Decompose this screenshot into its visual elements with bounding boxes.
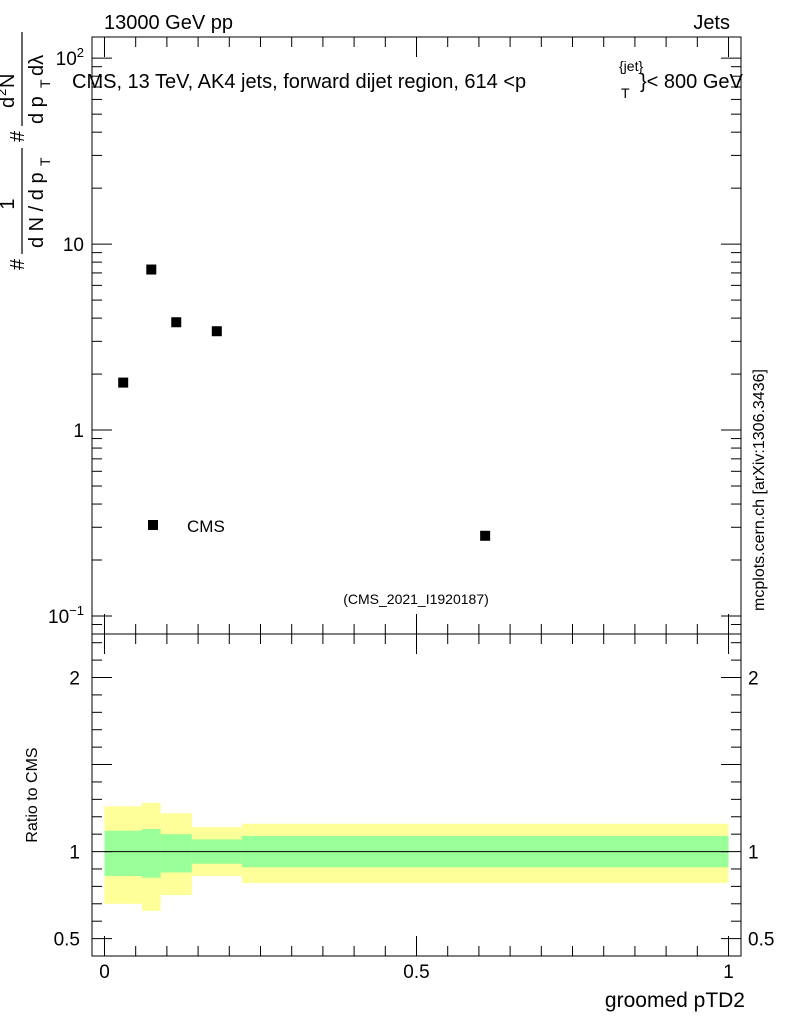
legend-label: CMS xyxy=(187,517,225,536)
data-point xyxy=(146,264,157,275)
y-label-frac2-top-end: N xyxy=(0,74,19,88)
title-sub: T xyxy=(621,85,630,101)
y-label-frac2-top: d xyxy=(0,97,19,108)
main-y-tick-label: 10−1 xyxy=(48,603,84,628)
side-label: mcplots.cern.ch [arXiv:1306.3436] xyxy=(751,369,768,611)
data-point xyxy=(211,326,222,337)
ratio-x-axis: 0 0.5 1 xyxy=(99,634,734,983)
ratio-y-tick-label-right: 2 xyxy=(748,669,759,690)
title-main: CMS, 13 TeV, AK4 jets, forward dijet reg… xyxy=(72,71,526,93)
title-end: }< 800 GeV xyxy=(640,71,744,93)
ratio-y-tick-label-right: 1 xyxy=(748,843,759,864)
ratio-y-axis: 2 2 1 1 0.5 0.5 xyxy=(54,642,774,957)
stat-uncertainty-band xyxy=(160,834,192,873)
ratio-x-tick-label: 0.5 xyxy=(403,962,429,983)
stat-uncertainty-band xyxy=(141,828,161,878)
main-y-tick-label: 102 xyxy=(56,45,84,70)
y-label-frac2-bottom-end: dλ xyxy=(26,55,48,76)
y-label-hash: # xyxy=(7,258,29,270)
title-sup: {jet} xyxy=(619,58,643,74)
ratio-panel-frame xyxy=(91,633,742,957)
x-axis-label: groomed pTD2 xyxy=(605,989,745,1012)
ratio-bands xyxy=(104,802,729,911)
main-panel-frame xyxy=(91,36,742,635)
data-point xyxy=(480,530,491,541)
ratio-y-tick-label-right: 0.5 xyxy=(748,930,774,951)
data-point xyxy=(171,317,182,328)
main-y-tick-label: 1 xyxy=(73,421,84,442)
main-y-tick-labels: 102 10 1 10−1 xyxy=(48,45,84,628)
y-label-frac2-top-sup: 2 xyxy=(0,89,9,96)
main-y-axis xyxy=(92,57,741,635)
analysis-watermark: (CMS_2021_I1920187) xyxy=(343,591,489,607)
main-y-label: # 1 d N / d p T # d 2 N d p T dλ xyxy=(0,32,53,270)
y-label-frac1-bottom-sub: T xyxy=(37,157,53,166)
y-label-frac2-bottom-sub: T xyxy=(37,79,53,88)
y-label-frac2-bottom: d p xyxy=(26,96,48,124)
main-y-tick-label: 10 xyxy=(63,235,84,256)
y-label-hash2: # xyxy=(7,130,29,142)
data-point xyxy=(118,377,129,388)
y-label-frac1-bottom: d N / d p xyxy=(26,172,48,248)
ratio-y-label: Ratio to CMS xyxy=(24,747,41,842)
header-left: 13000 GeV pp xyxy=(104,12,233,34)
ratio-y-tick-label-left: 1 xyxy=(69,843,80,864)
chart-title: CMS, 13 TeV, AK4 jets, forward dijet reg… xyxy=(72,58,744,101)
y-label-frac1-top: 1 xyxy=(0,198,19,209)
ratio-x-tick-label: 1 xyxy=(723,962,734,983)
ratio-y-tick-label-left: 0.5 xyxy=(54,930,80,951)
ratio-x-tick-label: 0 xyxy=(99,962,110,983)
ratio-y-tick-label-left: 2 xyxy=(69,669,80,690)
legend-marker xyxy=(148,520,158,530)
stat-uncertainty-band xyxy=(104,830,142,876)
main-x-ticks xyxy=(103,37,730,634)
legend: CMS xyxy=(148,517,225,536)
data-points xyxy=(118,264,491,541)
header-right: Jets xyxy=(693,12,730,34)
